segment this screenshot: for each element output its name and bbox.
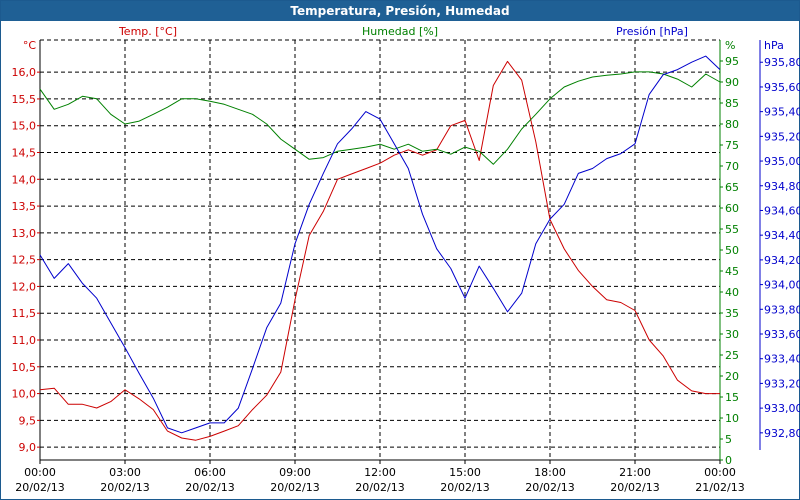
pressure-tick-label: 934,00 xyxy=(764,279,800,292)
x-tick-date: 20/02/13 xyxy=(185,481,234,494)
pressure-tick-label: 933,40 xyxy=(764,353,800,366)
pressure-tick-label: 935,40 xyxy=(764,106,800,119)
humidity-tick-label: 35 xyxy=(725,307,739,320)
humidity-tick-label: 20 xyxy=(725,370,739,383)
pressure-unit: hPa xyxy=(764,39,784,52)
humidity-tick-label: 15 xyxy=(725,391,739,404)
x-tick-date: 20/02/13 xyxy=(525,481,574,494)
x-tick-time: 15:00 xyxy=(449,466,481,479)
humidity-tick-label: 65 xyxy=(725,181,739,194)
temp-unit: °C xyxy=(23,39,37,52)
humidity-tick-label: 10 xyxy=(725,412,739,425)
pressure-tick-label: 933,20 xyxy=(764,377,800,390)
x-tick-date: 20/02/13 xyxy=(355,481,404,494)
pressure-line xyxy=(39,55,721,434)
temp-tick-label: 9,5 xyxy=(19,414,37,427)
pressure-tick-label: 932,80 xyxy=(764,427,800,440)
pressure-tick-label: 934,80 xyxy=(764,180,800,193)
x-tick-date: 20/02/13 xyxy=(610,481,659,494)
humidity-tick-label: 30 xyxy=(725,328,739,341)
temp-tick-label: 10,0 xyxy=(12,388,37,401)
pressure-tick-label: 933,60 xyxy=(764,328,800,341)
pressure-tick-label: 934,40 xyxy=(764,229,800,242)
chart-title: Temperatura, Presión, Humedad xyxy=(1,1,799,21)
humidity-tick-label: 40 xyxy=(725,286,739,299)
temp-tick-label: 14,0 xyxy=(12,173,37,186)
humidity-tick-label: 95 xyxy=(725,55,739,68)
x-tick-date: 20/02/13 xyxy=(270,481,319,494)
pressure-tick-label: 935,20 xyxy=(764,130,800,143)
pressure-tick-label: 935,60 xyxy=(764,81,800,94)
temperature-line xyxy=(39,60,720,441)
x-tick-time: 06:00 xyxy=(194,466,226,479)
temp-tick-label: 13,0 xyxy=(12,227,37,240)
x-tick-time: 00:00 xyxy=(704,466,736,479)
x-tick-time: 12:00 xyxy=(364,466,396,479)
x-tick-time: 00:00 xyxy=(24,466,56,479)
temp-tick-label: 9,0 xyxy=(19,441,37,454)
humidity-tick-label: 55 xyxy=(725,223,739,236)
humidity-tick-label: 50 xyxy=(725,244,739,257)
x-tick-time: 21:00 xyxy=(619,466,651,479)
pressure-tick-label: 934,60 xyxy=(764,204,800,217)
temp-tick-label: 12,0 xyxy=(12,280,37,293)
humidity-tick-label: 60 xyxy=(725,202,739,215)
humidity-tick-label: 5 xyxy=(725,433,732,446)
humidity-unit: % xyxy=(725,39,735,52)
humidity-tick-label: 0 xyxy=(725,454,732,467)
pressure-tick-label: 935,00 xyxy=(764,155,800,168)
temp-tick-label: 12,5 xyxy=(12,254,37,267)
temp-tick-label: 11,0 xyxy=(12,334,37,347)
temp-tick-label: 14,5 xyxy=(12,147,37,160)
x-tick-date: 20/02/13 xyxy=(15,481,64,494)
x-tick-date: 21/02/13 xyxy=(695,481,744,494)
temp-tick-label: 15,5 xyxy=(12,93,37,106)
temp-tick-label: 11,5 xyxy=(12,307,37,320)
humidity-tick-label: 70 xyxy=(725,160,739,173)
pressure-tick-label: 935,80 xyxy=(764,56,800,69)
humidity-tick-label: 85 xyxy=(725,97,739,110)
humidity-tick-label: 80 xyxy=(725,118,739,131)
x-tick-date: 20/02/13 xyxy=(440,481,489,494)
x-tick-time: 18:00 xyxy=(534,466,566,479)
humidity-tick-label: 25 xyxy=(725,349,739,362)
humidity-tick-label: 45 xyxy=(725,265,739,278)
pressure-tick-label: 934,20 xyxy=(764,254,800,267)
legend-humidity: Humedad [%] xyxy=(362,25,438,38)
temp-tick-label: 15,0 xyxy=(12,120,37,133)
humidity-tick-label: 90 xyxy=(725,76,739,89)
x-tick-date: 20/02/13 xyxy=(100,481,149,494)
pressure-tick-label: 933,80 xyxy=(764,303,800,316)
x-tick-time: 03:00 xyxy=(109,466,141,479)
temp-tick-label: 16,0 xyxy=(12,66,37,79)
pressure-tick-label: 933,00 xyxy=(764,402,800,415)
humidity-line xyxy=(39,71,721,165)
humidity-tick-label: 75 xyxy=(725,139,739,152)
legend-temp: Temp. [°C] xyxy=(118,25,177,38)
temp-tick-label: 10,5 xyxy=(12,361,37,374)
temp-tick-label: 13,5 xyxy=(12,200,37,213)
x-tick-time: 09:00 xyxy=(279,466,311,479)
legend-pressure: Presión [hPa] xyxy=(616,25,688,38)
